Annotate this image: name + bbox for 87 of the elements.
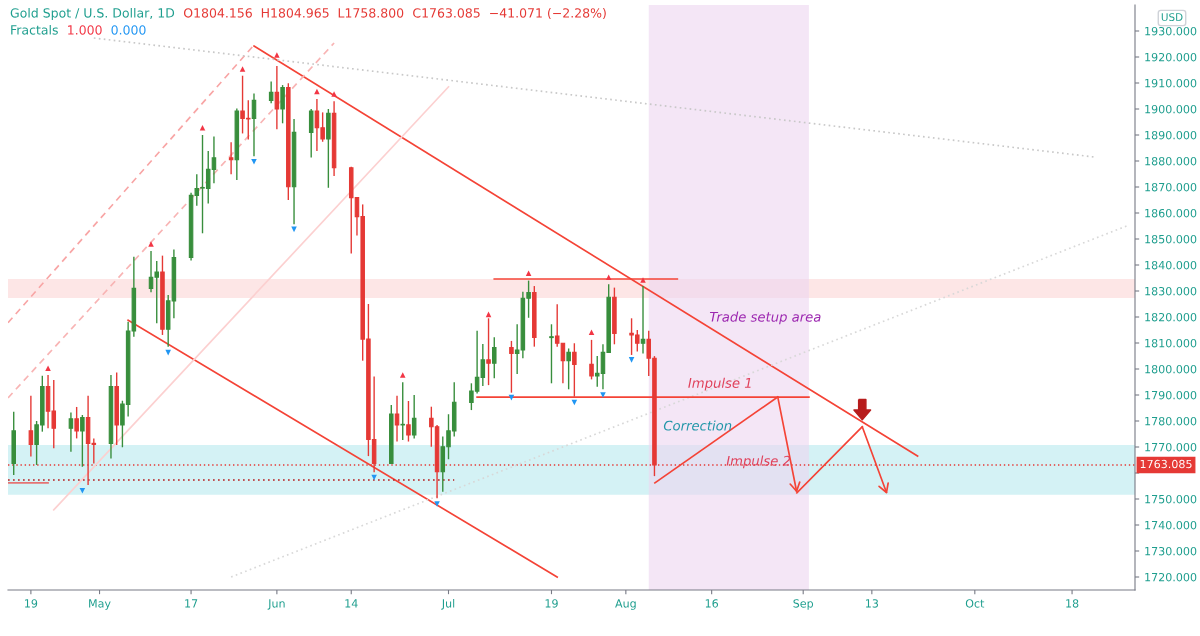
x-tick-label: Sep	[793, 599, 814, 610]
y-tick-label: 1830.000	[1145, 286, 1197, 296]
point	[525, 270, 532, 277]
point	[434, 501, 440, 507]
ref-line-label: 1763.085	[1140, 459, 1192, 469]
point	[508, 394, 515, 401]
annotation: L1758.800	[338, 8, 404, 18]
candlestick	[28, 395, 34, 458]
y-tick-label: 1750.000	[1145, 494, 1197, 504]
y-tick-label: 1790.000	[1145, 390, 1197, 400]
candlestick	[411, 394, 417, 440]
point	[605, 274, 612, 280]
point	[148, 241, 154, 247]
point	[571, 399, 578, 406]
point	[399, 372, 406, 378]
x-tick-label: Aug	[615, 599, 636, 610]
candlestick	[80, 414, 85, 468]
text: USD	[1161, 13, 1183, 22]
y-tick-label: 1800.000	[1145, 364, 1197, 374]
x-tick-label: Oct	[965, 599, 985, 608]
annotation: O1804.156	[183, 8, 252, 18]
candlestick	[572, 342, 577, 398]
x-tick-label: 19	[545, 599, 558, 608]
candlestick	[589, 339, 594, 381]
y-tick-label: 1780.000	[1145, 416, 1197, 426]
annotation: 0.000	[111, 25, 146, 35]
y-tick-label: 1900.000	[1145, 104, 1197, 114]
annotation: Trade setup area	[709, 311, 821, 325]
candlestick	[491, 336, 497, 380]
y-tick-label: 1860.000	[1145, 208, 1197, 218]
candlestick	[549, 323, 554, 384]
y-tick-label: 1720.000	[1145, 572, 1197, 582]
point	[640, 277, 646, 283]
point	[79, 487, 86, 494]
y-tick-label: 1820.000	[1145, 312, 1197, 322]
annotation: Impulse 2	[726, 455, 791, 469]
annotation: Fractals	[11, 24, 58, 35]
y-tick-label: 1730.000	[1145, 546, 1197, 556]
candlestick	[566, 347, 571, 390]
y-tick-label: 1770.000	[1145, 442, 1197, 452]
candlestick	[640, 285, 646, 355]
candlestick	[74, 406, 79, 440]
y-tick-label: 1890.000	[1145, 130, 1197, 140]
candlestick	[228, 141, 234, 175]
y-tick-label: 1810.000	[1145, 338, 1197, 348]
y-tick-label: 1880.000	[1145, 156, 1197, 166]
point	[45, 365, 51, 371]
x-tick-label: May	[89, 599, 111, 610]
annotation: H1804.965	[261, 8, 329, 18]
candlestick	[509, 340, 514, 394]
x-tick-label: Jun	[267, 599, 285, 610]
candlestick	[486, 317, 491, 386]
x-tick-label: 17	[185, 599, 198, 608]
y-tick-label: 1850.000	[1145, 234, 1197, 244]
candlestick	[394, 395, 400, 443]
candlestick	[280, 84, 285, 124]
candlestick	[400, 381, 406, 441]
y-tick-label: 1870.000	[1145, 182, 1197, 192]
x-tick-label: 19	[25, 599, 38, 608]
annotation: Impulse 1	[688, 377, 751, 391]
y-tick-label: 1930.000	[1145, 26, 1197, 36]
chart-title: Gold Spot / U.S. Dollar, 1D	[10, 7, 175, 21]
annotation: −41.071 (−2.28%)	[490, 7, 606, 20]
x-tick-label: 14	[345, 599, 358, 608]
x-tick-label: Jul	[441, 599, 455, 610]
y-tick-label: 1920.000	[1145, 52, 1197, 62]
x-tick-label: 16	[705, 599, 719, 608]
point	[165, 349, 171, 356]
point	[251, 159, 257, 165]
candlestick	[274, 65, 280, 130]
y-tick-label: 1740.000	[1145, 520, 1197, 530]
candlestick	[268, 80, 274, 104]
annotation: 1.000	[68, 25, 102, 35]
point	[239, 66, 246, 72]
point	[628, 357, 635, 363]
point	[600, 392, 606, 398]
x-tick-label: 18	[1066, 599, 1079, 608]
y-tick-label: 1840.000	[1145, 260, 1197, 270]
candlestick	[406, 400, 411, 443]
x-tick-label: 13	[865, 599, 879, 608]
y-tick-label: 1910.000	[1145, 78, 1197, 88]
annotation: Correction	[663, 420, 732, 431]
annotation: C1763.085	[413, 8, 480, 18]
point	[274, 52, 280, 58]
point	[331, 91, 337, 97]
candlestick	[308, 108, 314, 159]
candlestick	[68, 411, 74, 453]
